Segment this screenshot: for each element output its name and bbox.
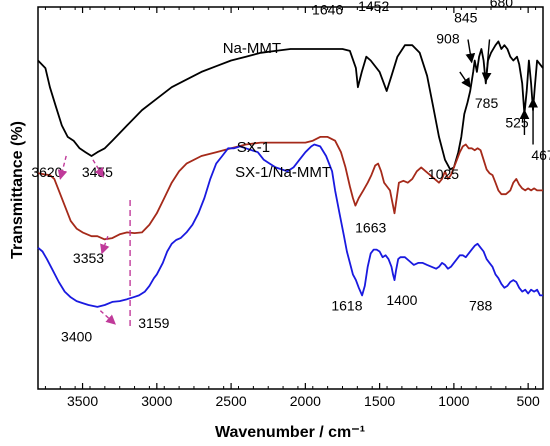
peak-label: 3159: [138, 315, 169, 331]
series-line-sx-1: [37, 136, 543, 241]
peak-label: 1452: [358, 0, 389, 14]
peak-label: 3620: [31, 164, 62, 180]
peak-arrow: [459, 71, 471, 89]
peak-label: 3400: [61, 328, 92, 344]
peak-label: 788: [469, 298, 493, 314]
series-label: SX-1/Na-MMT: [235, 164, 331, 181]
peak-label: 680: [490, 0, 514, 10]
series-label: SX-1: [237, 139, 270, 156]
x-tick-label: 1500: [364, 393, 395, 409]
x-axis-title: Wavenumber / cm⁻¹: [215, 424, 365, 441]
peak-label: 525: [505, 114, 529, 130]
series-label: Na-MMT: [223, 40, 281, 57]
y-axis-title: Transmittance (%): [9, 121, 26, 259]
peak-arrow: [481, 39, 492, 83]
peak-label: 3353: [73, 250, 104, 266]
peak-label: 1618: [331, 298, 362, 314]
x-tick-label: 500: [516, 393, 540, 409]
plot-frame: [37, 6, 544, 390]
pink-arrow: [57, 155, 68, 180]
pink-arrow: [99, 310, 116, 325]
x-tick-label: 3000: [141, 393, 172, 409]
peak-label: 1646: [312, 2, 343, 18]
peak-label: 1400: [386, 292, 417, 308]
pink-arrow: [100, 235, 110, 255]
series-line-sx-1-na-mmt: [37, 143, 543, 308]
pink-arrow: [92, 159, 104, 178]
x-tick-label: 3500: [67, 393, 98, 409]
x-tick-label: 2500: [216, 393, 247, 409]
peak-arrow: [465, 39, 476, 64]
series-line-na-mmt: [37, 40, 544, 171]
peak-label: 845: [454, 9, 478, 25]
peak-label: 1025: [428, 166, 459, 182]
x-tick-label: 1000: [438, 393, 469, 409]
peak-label: 908: [436, 30, 460, 46]
x-tick-label: 2000: [290, 393, 321, 409]
plot-area: 3500 3000 2500 2000 1500 1000 500 Na-MMT SX-1 SX-…: [31, 0, 550, 409]
peak-label: 1663: [355, 219, 386, 235]
peak-label: 785: [475, 95, 499, 111]
peak-label: 467: [531, 147, 550, 163]
